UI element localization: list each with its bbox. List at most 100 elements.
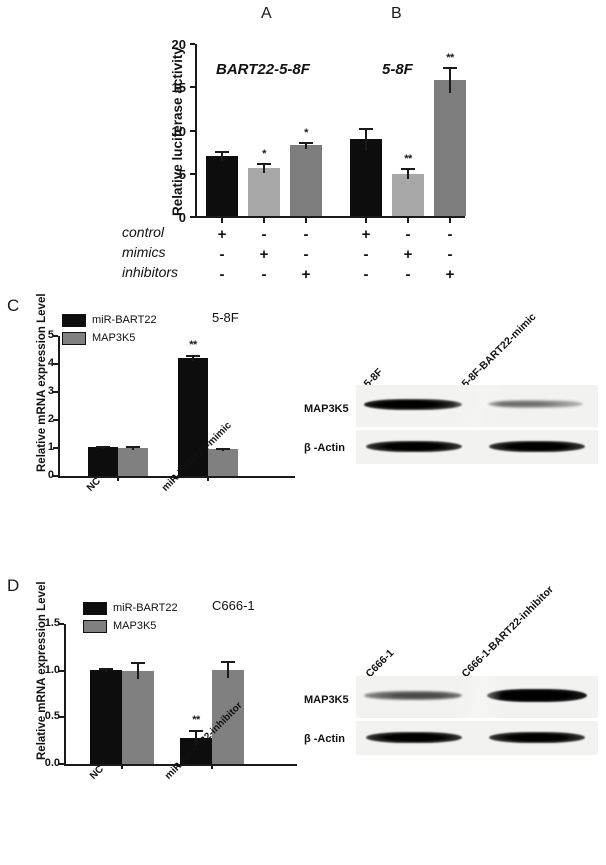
x-tick	[207, 476, 209, 481]
x-tick	[365, 218, 367, 223]
y-tick	[59, 669, 64, 672]
x-tick	[449, 218, 451, 223]
blot-lane-label-1: 5-8F-BART22-mimic	[459, 310, 539, 390]
blot-row-label-actin: β -Actin	[304, 733, 345, 745]
condition-symbol-2-4: -	[405, 266, 411, 283]
y-tick	[190, 173, 195, 175]
error-bar-panel-D-1-0	[131, 662, 145, 680]
blot-row-label-actin: β -Actin	[304, 442, 345, 454]
condition-symbols: + - - + - - - + - - + - - - + - - +	[0, 0, 606, 300]
y-tick	[190, 43, 195, 45]
y-tick	[59, 623, 64, 625]
condition-symbol-2-0: -	[219, 266, 225, 283]
error-bar-panel-A-2	[299, 141, 313, 150]
panel-letter-d: D	[7, 576, 20, 595]
panel-d-y-axis	[64, 624, 66, 764]
condition-symbol-0-4: -	[405, 226, 411, 243]
y-tick-label: 2	[47, 413, 54, 425]
x-tick	[221, 218, 223, 223]
y-tick	[59, 763, 64, 765]
error-bar-panel-B-2	[443, 67, 457, 94]
condition-symbol-0-5: -	[447, 226, 453, 243]
blot-lane-label-1: C666-1-BART22-inhibitor	[459, 583, 556, 680]
x-tick	[407, 218, 409, 223]
y-tick-label: 1.5	[44, 617, 60, 629]
condition-symbol-1-5: -	[447, 246, 453, 263]
y-tick	[190, 130, 195, 132]
legend-swatch-map3k5	[62, 332, 86, 345]
error-bar-panel-C-0-1	[186, 355, 200, 361]
panel-letter-a: A	[261, 5, 272, 22]
bar-panel-A-0	[206, 155, 238, 216]
error-bar-panel-D-0-1	[189, 730, 203, 746]
condition-symbol-1-3: -	[363, 246, 369, 263]
blot-strip-actin	[356, 430, 598, 464]
condition-row-label: inhibitors	[122, 264, 179, 280]
blot-texture	[356, 385, 598, 427]
error-bar-panel-D-1-1	[221, 661, 235, 679]
blot-row-label-map3k5: MAP3K5	[304, 403, 349, 415]
y-tick-label: 1	[47, 441, 54, 453]
y-tick-label: 5	[47, 329, 54, 341]
error-bar-panel-B-0	[359, 128, 373, 151]
blot-strip-actin	[356, 721, 598, 755]
condition-symbol-1-1: +	[259, 246, 269, 263]
panel-b-title: 5-8F	[382, 61, 413, 78]
y-tick	[53, 447, 58, 449]
panel-ab-x-axis	[195, 216, 465, 218]
condition-symbol-1-4: +	[403, 246, 413, 263]
blot-band	[489, 732, 585, 743]
condition-symbol-2-5: +	[445, 266, 455, 283]
condition-symbol-0-3: +	[361, 226, 371, 243]
y-tick	[53, 363, 58, 365]
bar-panel-D-MAP3K5-1	[212, 669, 244, 764]
y-tick	[53, 419, 58, 421]
condition-symbol-2-1: -	[261, 266, 267, 283]
y-tick-label: 0.5	[44, 710, 60, 723]
significance-panel-C: **	[189, 339, 197, 352]
legend-label-mir-bart22: miR-BART22	[92, 314, 157, 326]
legend-label-mir-bart22: miR-BART22	[113, 602, 178, 614]
panel-ab-bars: * * ** **	[196, 44, 466, 216]
bar-panel-D-MAP3K5-0	[122, 670, 154, 764]
condition-row-label: mimics	[122, 244, 166, 260]
panel-letter-c: C	[7, 296, 20, 315]
y-tick-label: 0	[47, 469, 54, 481]
y-tick	[53, 335, 58, 337]
legend-swatch-mir-bart22	[83, 602, 107, 615]
panel-d-x-axis	[64, 764, 297, 766]
y-tick-label: 3	[47, 385, 54, 397]
x-tick	[305, 218, 307, 223]
blot-band	[366, 441, 462, 452]
significance-panel-A-2: *	[304, 126, 308, 139]
blot-row-label-map3k5: MAP3K5	[304, 694, 349, 706]
y-tick	[190, 86, 195, 88]
legend-label-map3k5: MAP3K5	[113, 620, 157, 632]
blot-band	[489, 441, 585, 452]
panel-d-blot: C666-1 C666-1-BART22-inhibitor MAP3K5 β …	[300, 584, 600, 758]
y-tick-label: 15	[171, 80, 186, 95]
condition-symbol-1-2: -	[303, 246, 309, 263]
panel-c-bars: **	[58, 336, 295, 476]
condition-symbol-0-2: -	[303, 226, 309, 243]
condition-symbol-0-0: +	[217, 226, 227, 243]
panel-d: D Relative mRNA expression Level 0.0 0.5 1…	[0, 570, 606, 865]
bar-panel-B-0	[350, 139, 382, 216]
error-bar-panel-D-0-0	[99, 667, 113, 672]
x-tick	[121, 764, 123, 769]
y-tick	[190, 216, 195, 218]
legend-swatch-map3k5	[83, 620, 107, 633]
panel-c-ticks: 0 1 2 3 4 5	[0, 290, 310, 565]
bar-panel-C-miR-BART22-1	[178, 357, 208, 476]
y-tick-label: 10	[171, 124, 186, 139]
panel-a-title: BART22-5-8F	[216, 61, 310, 78]
panel-d-bars: **	[64, 624, 297, 764]
significance-panel-A-1: *	[262, 148, 266, 161]
bar-panel-C-MAP3K5-1	[208, 449, 238, 476]
x-tick	[263, 218, 265, 223]
y-tick	[53, 475, 58, 477]
bar-panel-C-MAP3K5-0	[118, 448, 148, 476]
panel-c-title: 5-8F	[212, 310, 239, 325]
panel-d-ticks: 0.0 0.5 1.0 1.5	[0, 570, 310, 865]
